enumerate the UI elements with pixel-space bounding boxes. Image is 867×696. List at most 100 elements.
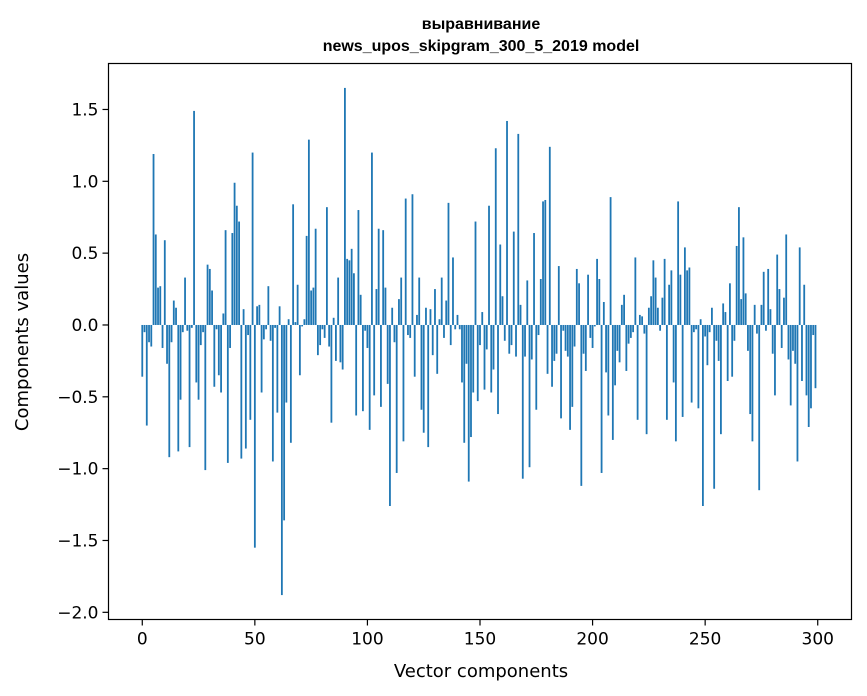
bar [298,324,301,376]
bar [461,324,463,383]
bar [677,201,680,325]
bar [316,324,319,356]
bar [544,199,547,325]
bar [521,324,524,479]
bar [765,324,767,331]
bar [341,324,344,370]
bar [161,324,164,348]
bar [526,280,529,325]
bar [796,324,799,462]
bar [168,324,171,458]
y-tick-label: −1.0 [57,460,98,480]
bar [294,322,297,325]
bars-group [141,87,817,596]
bar [596,258,598,325]
bar [443,324,445,338]
bar [244,324,247,449]
bar [742,237,745,325]
bar [587,274,589,325]
bar [582,324,585,354]
bar [731,324,734,377]
bar [222,313,225,325]
bar [427,324,430,448]
bar [447,202,450,325]
bar [179,324,182,400]
bar [490,324,493,393]
bar [249,324,252,420]
bar [713,324,716,489]
bar [226,324,229,463]
bar [557,266,560,325]
x-tick-label: 300 [802,630,834,650]
bar [508,324,511,354]
bar [636,324,639,420]
bar [186,324,189,331]
bar [353,273,355,325]
bar [269,324,272,341]
bar [143,324,146,333]
bar [690,324,693,403]
bar [271,324,274,462]
bar [602,301,605,325]
bar [562,324,565,331]
bar [386,324,389,384]
bar [672,324,675,383]
bar [276,324,279,413]
bar [584,324,587,371]
bar [476,324,479,402]
bar [503,324,506,341]
bar [485,324,488,350]
bar [711,307,713,325]
bar [548,146,551,325]
bar [812,324,815,336]
bar [753,304,756,325]
bar [787,324,790,360]
bar [371,152,373,325]
bar [193,110,195,325]
bar [357,210,360,325]
bar [591,324,594,348]
bar [652,260,655,325]
bar [411,194,414,325]
bar [211,290,213,325]
bar [301,324,304,327]
bar [569,324,571,430]
bar [170,324,173,343]
bar [663,258,666,325]
bar [366,324,369,348]
bar [202,324,204,333]
bar [798,247,801,325]
bar [375,289,378,325]
bar [722,303,725,325]
bar [368,324,371,430]
bar [654,277,657,325]
bar [145,324,148,426]
bar [506,120,508,325]
bar [519,304,522,325]
bar [195,324,198,383]
bar [292,204,295,325]
plot-area-frame [107,62,853,621]
bar [240,324,243,459]
bar [578,283,580,325]
bar [150,324,153,347]
y-tick-label: 0.0 [71,316,98,336]
bar [668,284,671,325]
bar [524,324,526,357]
bar [434,289,436,325]
bar [217,324,220,376]
bar [688,267,691,325]
bar [650,296,653,325]
bar [238,221,240,325]
bar [618,324,621,363]
bar [310,290,313,325]
bar [715,324,718,341]
bar [280,324,283,596]
bar [382,230,385,325]
bar [355,324,358,416]
bar [807,324,810,427]
bar [692,324,695,333]
bar [337,277,340,325]
bar [512,231,515,325]
